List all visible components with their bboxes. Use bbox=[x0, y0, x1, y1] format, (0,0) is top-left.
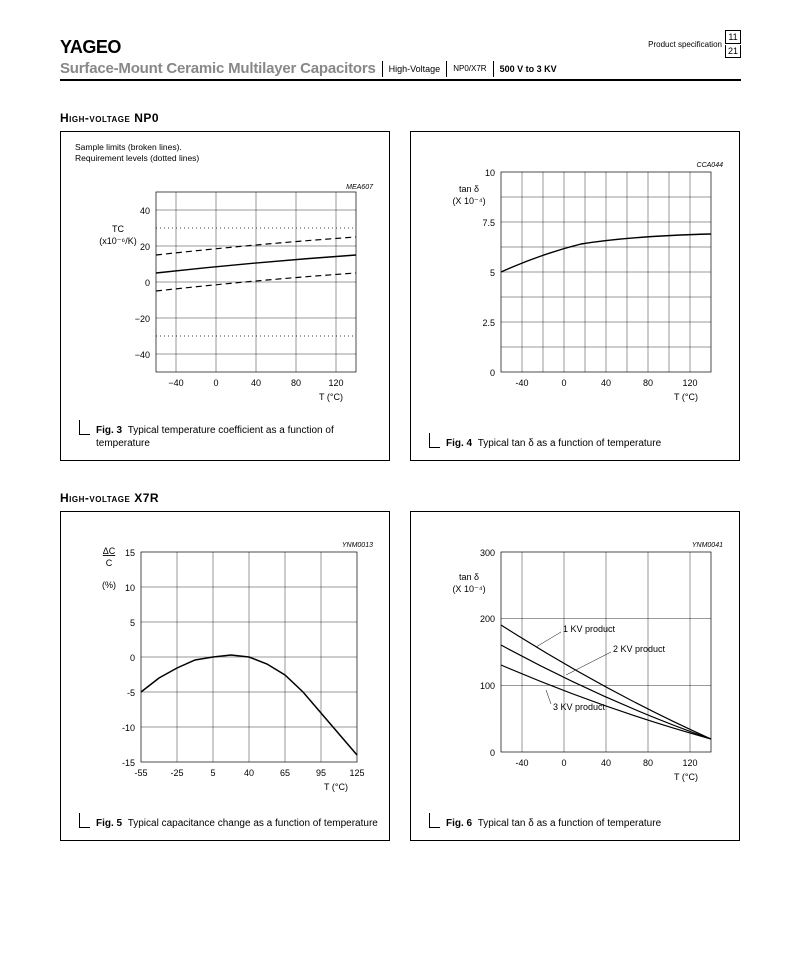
svg-text:65: 65 bbox=[280, 768, 290, 778]
svg-text:ΔC: ΔC bbox=[103, 546, 116, 556]
fig3-note: Sample limits (broken lines). Requiremen… bbox=[75, 142, 199, 164]
svg-text:40: 40 bbox=[140, 206, 150, 216]
page-header: YAGEO Product specification 11 21 Surfac… bbox=[60, 30, 741, 81]
fig5-code: YNM0013 bbox=[342, 542, 373, 549]
svg-text:40: 40 bbox=[601, 758, 611, 768]
fig6-code: YNM0041 bbox=[692, 542, 723, 549]
svg-text:1 KV product: 1 KV product bbox=[563, 624, 616, 634]
tag-voltage-range: 500 V to 3 KV bbox=[500, 64, 557, 74]
svg-text:-5: -5 bbox=[127, 688, 135, 698]
svg-text:2 KV product: 2 KV product bbox=[613, 644, 666, 654]
svg-text:80: 80 bbox=[291, 378, 301, 388]
svg-text:T (°C): T (°C) bbox=[319, 392, 343, 402]
svg-text:T (°C): T (°C) bbox=[324, 782, 348, 792]
section-heading-np0: High-voltage NP0 bbox=[60, 111, 741, 125]
fig3-chart: 40 20 0 −20 −40 −40 0 40 80 120 T (°C) TC (x10… bbox=[61, 132, 389, 460]
fig3-code: MEA607 bbox=[346, 184, 373, 191]
tag-high-voltage: High-Voltage bbox=[389, 64, 441, 74]
svg-text:-10: -10 bbox=[122, 723, 135, 733]
logo: YAGEO bbox=[60, 37, 121, 58]
svg-text:10: 10 bbox=[125, 583, 135, 593]
svg-text:T (°C): T (°C) bbox=[674, 772, 698, 782]
figure-6: YNM0041 1 KV produc bbox=[410, 511, 740, 841]
svg-text:0: 0 bbox=[561, 758, 566, 768]
figure-4: CCA044 bbox=[410, 131, 740, 461]
svg-text:-40: -40 bbox=[515, 758, 528, 768]
divider bbox=[446, 61, 447, 77]
svg-text:40: 40 bbox=[601, 378, 611, 388]
svg-text:100: 100 bbox=[480, 681, 495, 691]
svg-text:0: 0 bbox=[213, 378, 218, 388]
divider bbox=[493, 61, 494, 77]
svg-text:0: 0 bbox=[490, 748, 495, 758]
svg-text:-25: -25 bbox=[170, 768, 183, 778]
svg-text:40: 40 bbox=[251, 378, 261, 388]
svg-text:80: 80 bbox=[643, 378, 653, 388]
svg-text:tan δ: tan δ bbox=[459, 572, 479, 582]
svg-text:200: 200 bbox=[480, 614, 495, 624]
svg-text:15: 15 bbox=[125, 548, 135, 558]
svg-text:−40: −40 bbox=[168, 378, 183, 388]
svg-text:0: 0 bbox=[130, 653, 135, 663]
svg-text:20: 20 bbox=[140, 242, 150, 252]
svg-text:−20: −20 bbox=[135, 314, 150, 324]
fig4-chart: 10 7.5 5 2.5 0 -40 0 40 80 120 T (°C) tan δ (X… bbox=[411, 132, 739, 460]
svg-text:0: 0 bbox=[145, 278, 150, 288]
fig6-caption: Fig. 6 Typical tan δ as a function of te… bbox=[429, 817, 661, 830]
svg-text:(x10⁻⁶/K): (x10⁻⁶/K) bbox=[99, 236, 136, 246]
svg-text:120: 120 bbox=[682, 758, 697, 768]
svg-text:-55: -55 bbox=[134, 768, 147, 778]
svg-text:5: 5 bbox=[490, 268, 495, 278]
figure-5: YNM0013 15 10 5 0 -5 -10 bbox=[60, 511, 390, 841]
svg-text:(%): (%) bbox=[102, 580, 116, 590]
svg-text:(X 10⁻⁴): (X 10⁻⁴) bbox=[452, 584, 485, 594]
fig4-code: CCA044 bbox=[697, 162, 723, 169]
header-bar: Surface-Mount Ceramic Multilayer Capacit… bbox=[60, 60, 741, 77]
svg-text:40: 40 bbox=[244, 768, 254, 778]
svg-text:C: C bbox=[106, 558, 113, 568]
spec-label: Product specification bbox=[648, 40, 722, 49]
svg-text:2.5: 2.5 bbox=[482, 318, 495, 328]
svg-text:0: 0 bbox=[561, 378, 566, 388]
svg-text:tan δ: tan δ bbox=[459, 184, 479, 194]
svg-text:7.5: 7.5 bbox=[482, 218, 495, 228]
svg-text:0: 0 bbox=[490, 368, 495, 378]
svg-text:80: 80 bbox=[643, 758, 653, 768]
page-total: 21 bbox=[725, 45, 741, 58]
svg-text:TC: TC bbox=[112, 224, 124, 234]
fig3-caption: Fig. 3 Typical temperature coefficient a… bbox=[79, 424, 389, 450]
svg-text:-15: -15 bbox=[122, 758, 135, 768]
svg-text:5: 5 bbox=[210, 768, 215, 778]
divider bbox=[382, 61, 383, 77]
svg-text:120: 120 bbox=[682, 378, 697, 388]
svg-text:−40: −40 bbox=[135, 350, 150, 360]
svg-text:5: 5 bbox=[130, 618, 135, 628]
doc-title: Surface-Mount Ceramic Multilayer Capacit… bbox=[60, 60, 376, 77]
svg-text:3 KV product: 3 KV product bbox=[553, 702, 606, 712]
fig5-caption: Fig. 5 Typical capacitance change as a f… bbox=[79, 817, 378, 830]
svg-text:120: 120 bbox=[328, 378, 343, 388]
svg-text:10: 10 bbox=[485, 168, 495, 178]
svg-text:95: 95 bbox=[316, 768, 326, 778]
spec-block: Product specification 11 21 bbox=[648, 30, 741, 58]
svg-text:(X 10⁻⁴): (X 10⁻⁴) bbox=[452, 196, 485, 206]
svg-text:T (°C): T (°C) bbox=[674, 392, 698, 402]
svg-text:-40: -40 bbox=[515, 378, 528, 388]
section-heading-x7r: High-voltage X7R bbox=[60, 491, 741, 505]
fig5-chart: 15 10 5 0 -5 -10 -15 -55 -25 5 40 65 95 125 T (°… bbox=[61, 512, 389, 840]
page-number: 11 bbox=[725, 30, 741, 44]
svg-text:125: 125 bbox=[349, 768, 364, 778]
fig6-chart: 1 KV product 2 KV product 3 KV product 3… bbox=[411, 512, 739, 840]
svg-text:300: 300 bbox=[480, 548, 495, 558]
fig4-caption: Fig. 4 Typical tan δ as a function of te… bbox=[429, 437, 661, 450]
figure-3: Sample limits (broken lines). Requiremen… bbox=[60, 131, 390, 461]
tag-dielectric: NP0/X7R bbox=[453, 64, 486, 73]
